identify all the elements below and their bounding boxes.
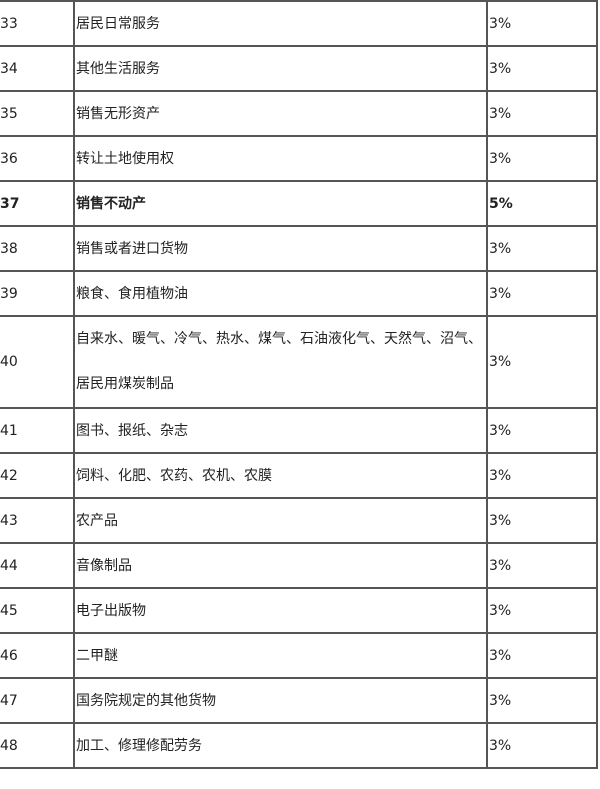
row-rate: 3% — [486, 407, 598, 454]
row-number: 38 — [0, 225, 75, 272]
row-number: 43 — [0, 497, 75, 544]
row-item: 音像制品 — [73, 542, 488, 589]
row-number: 45 — [0, 587, 75, 634]
row-number: 33 — [0, 0, 75, 47]
row-number: 40 — [0, 315, 75, 409]
row-number: 36 — [0, 135, 75, 182]
row-item: 居民日常服务 — [73, 0, 488, 47]
tax-rate-table: 33 居民日常服务 3% 34 其他生活服务 3% 35 销售无形资产 3% 36 转让土地使用权 3… — [0, 0, 598, 769]
table-row: 33 居民日常服务 3% — [0, 0, 598, 47]
row-rate: 3% — [486, 90, 598, 137]
row-item: 加工、修理修配劳务 — [73, 722, 488, 769]
row-item: 销售不动产 — [73, 180, 488, 227]
row-number: 44 — [0, 542, 75, 589]
row-item: 饲料、化肥、农药、农机、农膜 — [73, 452, 488, 499]
row-number: 37 — [0, 180, 75, 227]
row-number: 47 — [0, 677, 75, 724]
row-rate: 3% — [486, 45, 598, 92]
row-rate: 3% — [486, 587, 598, 634]
row-rate: 3% — [486, 0, 598, 47]
row-item: 销售无形资产 — [73, 90, 488, 137]
row-item: 自来水、暖气、冷气、热水、煤气、石油液化气、天然气、沼气、居民用煤炭制品 — [73, 315, 488, 409]
row-rate: 3% — [486, 135, 598, 182]
table-row: 40 自来水、暖气、冷气、热水、煤气、石油液化气、天然气、沼气、居民用煤炭制品 3% — [0, 315, 598, 409]
table-row: 34 其他生活服务 3% — [0, 45, 598, 92]
row-number: 35 — [0, 90, 75, 137]
row-rate: 3% — [486, 225, 598, 272]
table-row: 37 销售不动产 5% — [0, 180, 598, 227]
row-rate: 3% — [486, 270, 598, 317]
table-row: 45 电子出版物 3% — [0, 587, 598, 634]
row-rate: 3% — [486, 452, 598, 499]
row-number: 46 — [0, 632, 75, 679]
row-item: 粮食、食用植物油 — [73, 270, 488, 317]
row-item: 电子出版物 — [73, 587, 488, 634]
table-row: 36 转让土地使用权 3% — [0, 135, 598, 182]
row-number: 39 — [0, 270, 75, 317]
table-row: 38 销售或者进口货物 3% — [0, 225, 598, 272]
row-number: 41 — [0, 407, 75, 454]
row-rate: 3% — [486, 497, 598, 544]
row-rate: 3% — [486, 315, 598, 409]
row-number: 34 — [0, 45, 75, 92]
row-rate: 3% — [486, 542, 598, 589]
table-row: 48 加工、修理修配劳务 3% — [0, 722, 598, 769]
table-row: 46 二甲醚 3% — [0, 632, 598, 679]
row-rate: 5% — [486, 180, 598, 227]
table-row: 47 国务院规定的其他货物 3% — [0, 677, 598, 724]
table-row: 41 图书、报纸、杂志 3% — [0, 407, 598, 454]
table-row: 35 销售无形资产 3% — [0, 90, 598, 137]
row-item: 销售或者进口货物 — [73, 225, 488, 272]
table-row: 42 饲料、化肥、农药、农机、农膜 3% — [0, 452, 598, 499]
row-rate: 3% — [486, 677, 598, 724]
row-item: 农产品 — [73, 497, 488, 544]
row-item: 国务院规定的其他货物 — [73, 677, 488, 724]
table-row: 44 音像制品 3% — [0, 542, 598, 589]
row-item: 二甲醚 — [73, 632, 488, 679]
row-item: 转让土地使用权 — [73, 135, 488, 182]
row-number: 42 — [0, 452, 75, 499]
row-rate: 3% — [486, 722, 598, 769]
row-item: 图书、报纸、杂志 — [73, 407, 488, 454]
row-number: 48 — [0, 722, 75, 769]
table-row: 43 农产品 3% — [0, 497, 598, 544]
row-rate: 3% — [486, 632, 598, 679]
row-item: 其他生活服务 — [73, 45, 488, 92]
table-row: 39 粮食、食用植物油 3% — [0, 270, 598, 317]
